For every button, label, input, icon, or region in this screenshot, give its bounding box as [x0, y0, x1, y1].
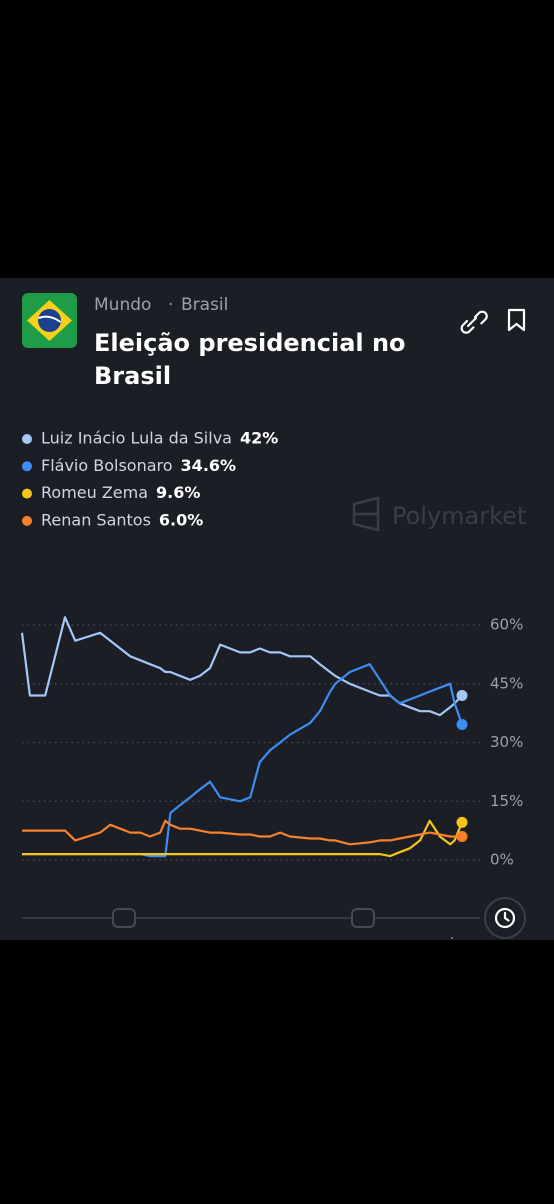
- link-icon[interactable]: [460, 310, 488, 334]
- breadcrumb-category[interactable]: Mundo: [94, 295, 151, 315]
- series-line: [22, 819, 462, 846]
- y-tick-label: 60%: [490, 616, 523, 634]
- legend-label: Renan Santos: [41, 510, 151, 529]
- y-tick-label: 15%: [490, 792, 523, 810]
- end-dot: [456, 831, 468, 842]
- series-line: [20, 616, 463, 717]
- range-handle[interactable]: [112, 908, 136, 928]
- legend-value: 42%: [240, 429, 278, 448]
- end-dot: [456, 816, 468, 828]
- legend-dot: [22, 515, 32, 526]
- flag: [22, 293, 77, 348]
- legend-dot: [22, 434, 32, 444]
- y-tick-label: 0%: [490, 851, 514, 869]
- history-button[interactable]: [484, 897, 526, 939]
- title: Eleição presidencial no Brasil: [94, 329, 406, 390]
- y-tick-label: 30%: [490, 733, 523, 751]
- watermark: Polymarket: [352, 496, 526, 532]
- legend-dot: [22, 488, 32, 499]
- legend-label: Romeu Zema: [41, 483, 148, 502]
- legend-dot: [22, 461, 32, 472]
- card: [0, 278, 554, 940]
- legend-value: 34.6%: [181, 456, 237, 475]
- legend-label: Luiz Inácio Lula da Silva: [41, 429, 232, 448]
- y-tick-label: 45%: [490, 674, 523, 692]
- chart: 0% 15% 30% 45% 60% nov mai: [20, 616, 523, 953]
- legend-value: 6.0%: [159, 510, 203, 529]
- breadcrumb-separator: ·: [168, 295, 173, 315]
- x-tick-label: nov: [86, 935, 114, 953]
- end-dot: [456, 718, 468, 730]
- watermark-text: Polymarket: [392, 502, 526, 530]
- breadcrumb-subcategory[interactable]: Brasil: [181, 295, 228, 315]
- x-tick-label: mai: [426, 935, 454, 953]
- legend-value: 9.6%: [156, 483, 200, 502]
- bookmark-icon[interactable]: [507, 308, 526, 332]
- series-line: [22, 819, 464, 858]
- end-dot: [456, 690, 468, 701]
- legend-label: Flávio Bolsonaro: [41, 456, 173, 475]
- range-handle[interactable]: [351, 908, 375, 928]
